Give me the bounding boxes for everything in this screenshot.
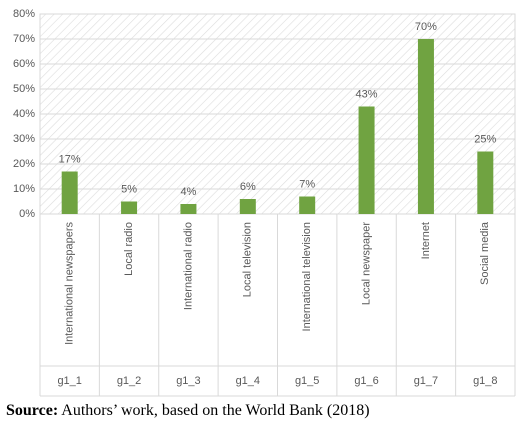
x-group-label: g1_7 <box>414 375 438 387</box>
y-tick-label: 60% <box>13 58 35 70</box>
x-group-label: g1_4 <box>236 375 260 387</box>
value-label: 25% <box>474 133 496 145</box>
x-tick-label: Local radio <box>123 222 135 276</box>
bar <box>299 196 316 214</box>
x-tick-label: International radio <box>182 222 194 310</box>
value-label: 70% <box>415 21 437 33</box>
bar <box>239 199 256 214</box>
bar <box>477 151 494 214</box>
bar <box>417 39 434 214</box>
caption-text: Authors’ work, based on the World Bank (… <box>61 402 370 419</box>
chart: 0% 10% 20% 30% 40% 50% 60% 70% 80% 17% Internation… <box>13 8 516 397</box>
x-tick-label: Local newspaper <box>360 222 372 306</box>
x-group-label: g1_2 <box>117 375 141 387</box>
value-label: 7% <box>299 178 315 190</box>
value-label: 4% <box>180 186 196 198</box>
y-tick-label: 30% <box>13 133 35 145</box>
x-tick-label: International television <box>301 222 313 331</box>
y-tick-label: 20% <box>13 158 35 170</box>
y-tick-label: 40% <box>13 108 35 120</box>
value-label: 17% <box>59 153 81 165</box>
x-tick-label: Internet <box>420 222 432 259</box>
page: 0% 10% 20% 30% 40% 50% 60% 70% 80% 17% Internation… <box>6 7 516 419</box>
y-tick-label: 10% <box>13 183 35 195</box>
x-group-label: g1_8 <box>473 375 497 387</box>
x-group-label: g1_1 <box>57 375 81 387</box>
caption: Source: Authors’ work, based on the Worl… <box>6 402 370 420</box>
y-tick-label: 80% <box>13 8 35 20</box>
x-tick-label: Local television <box>242 222 254 297</box>
x-tick-label: International newspapers <box>64 222 76 345</box>
y-tick-label: 70% <box>13 33 35 45</box>
x-tick-label: Social media <box>479 221 491 285</box>
x-group-label: g1_6 <box>354 375 378 387</box>
bar <box>61 171 78 214</box>
value-label: 6% <box>240 181 256 193</box>
caption-label: Source: <box>6 402 59 419</box>
y-tick-label: 50% <box>13 83 35 95</box>
value-label: 43% <box>356 88 378 100</box>
bar <box>180 204 197 214</box>
bar <box>358 106 375 214</box>
value-label: 5% <box>121 183 137 195</box>
x-group-label: g1_5 <box>295 375 319 387</box>
bar <box>121 201 138 214</box>
x-group-label: g1_3 <box>176 375 200 387</box>
y-tick-label: 0% <box>19 208 35 220</box>
